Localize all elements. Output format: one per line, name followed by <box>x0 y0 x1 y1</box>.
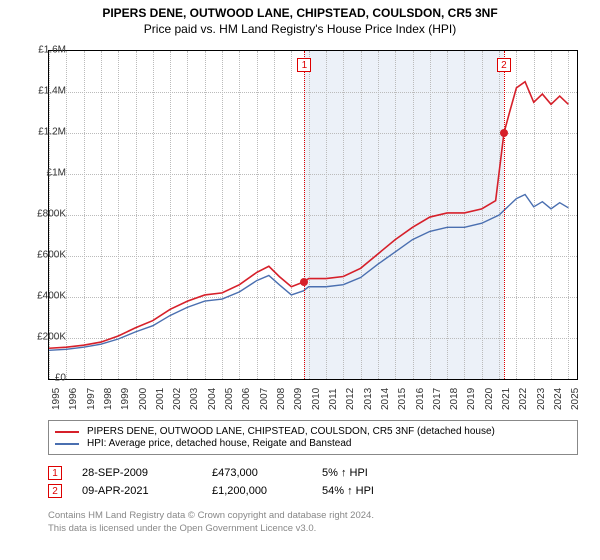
marker-label-2: 2 <box>497 58 511 72</box>
series-line-pipers_dene <box>49 82 568 349</box>
sale-hpi-delta: 5% ↑ HPI <box>322 467 368 479</box>
y-axis-label: £1.2M <box>22 127 66 138</box>
sale-price: £473,000 <box>212 467 322 479</box>
legend-item: HPI: Average price, detached house, Reig… <box>55 438 571 449</box>
marker-line-1 <box>304 51 305 379</box>
x-axis-label: 2014 <box>380 388 391 410</box>
x-axis-label: 2021 <box>501 388 512 410</box>
legend-swatch <box>55 443 79 445</box>
x-axis-label: 1997 <box>86 388 97 410</box>
sale-hpi-delta: 54% ↑ HPI <box>322 485 374 497</box>
marker-label-1: 1 <box>297 58 311 72</box>
x-axis-label: 1999 <box>120 388 131 410</box>
y-axis-label: £200K <box>22 332 66 343</box>
x-axis-label: 2025 <box>570 388 581 410</box>
x-axis-label: 2002 <box>172 388 183 410</box>
sale-row: 1 28-SEP-2009£473,0005% ↑ HPI <box>48 466 578 480</box>
x-axis-label: 2003 <box>189 388 200 410</box>
x-axis-label: 2019 <box>466 388 477 410</box>
sale-date: 09-APR-2021 <box>82 485 212 497</box>
footer-line-2: This data is licensed under the Open Gov… <box>48 523 578 536</box>
x-axis-label: 1995 <box>51 388 62 410</box>
x-axis-label: 2022 <box>518 388 529 410</box>
marker-line-2 <box>504 51 505 379</box>
x-axis-label: 2001 <box>155 388 166 410</box>
page-title: PIPERS DENE, OUTWOOD LANE, CHIPSTEAD, CO… <box>0 6 600 20</box>
legend-item: PIPERS DENE, OUTWOOD LANE, CHIPSTEAD, CO… <box>55 426 571 437</box>
marker-dot-1 <box>300 278 308 286</box>
sale-row: 2 09-APR-2021£1,200,00054% ↑ HPI <box>48 484 578 498</box>
sales-table: 1 28-SEP-2009£473,0005% ↑ HPI 2 09-APR-2021… <box>48 462 578 502</box>
sale-id-box: 1 <box>48 466 62 480</box>
y-axis-label: £800K <box>22 209 66 220</box>
sale-id-box: 2 <box>48 484 62 498</box>
x-axis-label: 2010 <box>311 388 322 410</box>
x-axis-label: 2013 <box>363 388 374 410</box>
x-axis-label: 2008 <box>276 388 287 410</box>
legend: PIPERS DENE, OUTWOOD LANE, CHIPSTEAD, CO… <box>48 420 578 455</box>
x-axis-label: 2004 <box>207 388 218 410</box>
legend-swatch <box>55 431 79 433</box>
series-line-hpi <box>49 195 568 351</box>
x-axis-label: 2017 <box>432 388 443 410</box>
x-axis-label: 2016 <box>415 388 426 410</box>
page-subtitle: Price paid vs. HM Land Registry's House … <box>0 22 600 36</box>
footer-line-1: Contains HM Land Registry data © Crown c… <box>48 510 578 523</box>
x-axis-label: 2015 <box>397 388 408 410</box>
x-axis-label: 2005 <box>224 388 235 410</box>
chart-lines <box>49 51 577 379</box>
y-axis-label: £1.6M <box>22 45 66 56</box>
sale-date: 28-SEP-2009 <box>82 467 212 479</box>
chart-plot-area: 12 <box>48 50 578 380</box>
sale-price: £1,200,000 <box>212 485 322 497</box>
x-axis-label: 2024 <box>553 388 564 410</box>
x-axis-label: 2012 <box>345 388 356 410</box>
x-axis-label: 2023 <box>536 388 547 410</box>
y-axis-label: £0 <box>22 373 66 384</box>
x-axis-label: 2006 <box>241 388 252 410</box>
x-axis-label: 2009 <box>293 388 304 410</box>
y-axis-label: £1M <box>22 168 66 179</box>
x-axis-label: 1998 <box>103 388 114 410</box>
legend-label: HPI: Average price, detached house, Reig… <box>87 438 351 449</box>
y-axis-label: £600K <box>22 250 66 261</box>
x-axis-label: 2011 <box>328 388 339 410</box>
x-axis-label: 1996 <box>68 388 79 410</box>
marker-dot-2 <box>500 129 508 137</box>
y-axis-label: £1.4M <box>22 86 66 97</box>
footer-attribution: Contains HM Land Registry data © Crown c… <box>48 510 578 536</box>
x-axis-label: 2020 <box>484 388 495 410</box>
legend-label: PIPERS DENE, OUTWOOD LANE, CHIPSTEAD, CO… <box>87 426 495 437</box>
x-axis-label: 2018 <box>449 388 460 410</box>
x-axis-label: 2000 <box>138 388 149 410</box>
y-axis-label: £400K <box>22 291 66 302</box>
x-axis-label: 2007 <box>259 388 270 410</box>
